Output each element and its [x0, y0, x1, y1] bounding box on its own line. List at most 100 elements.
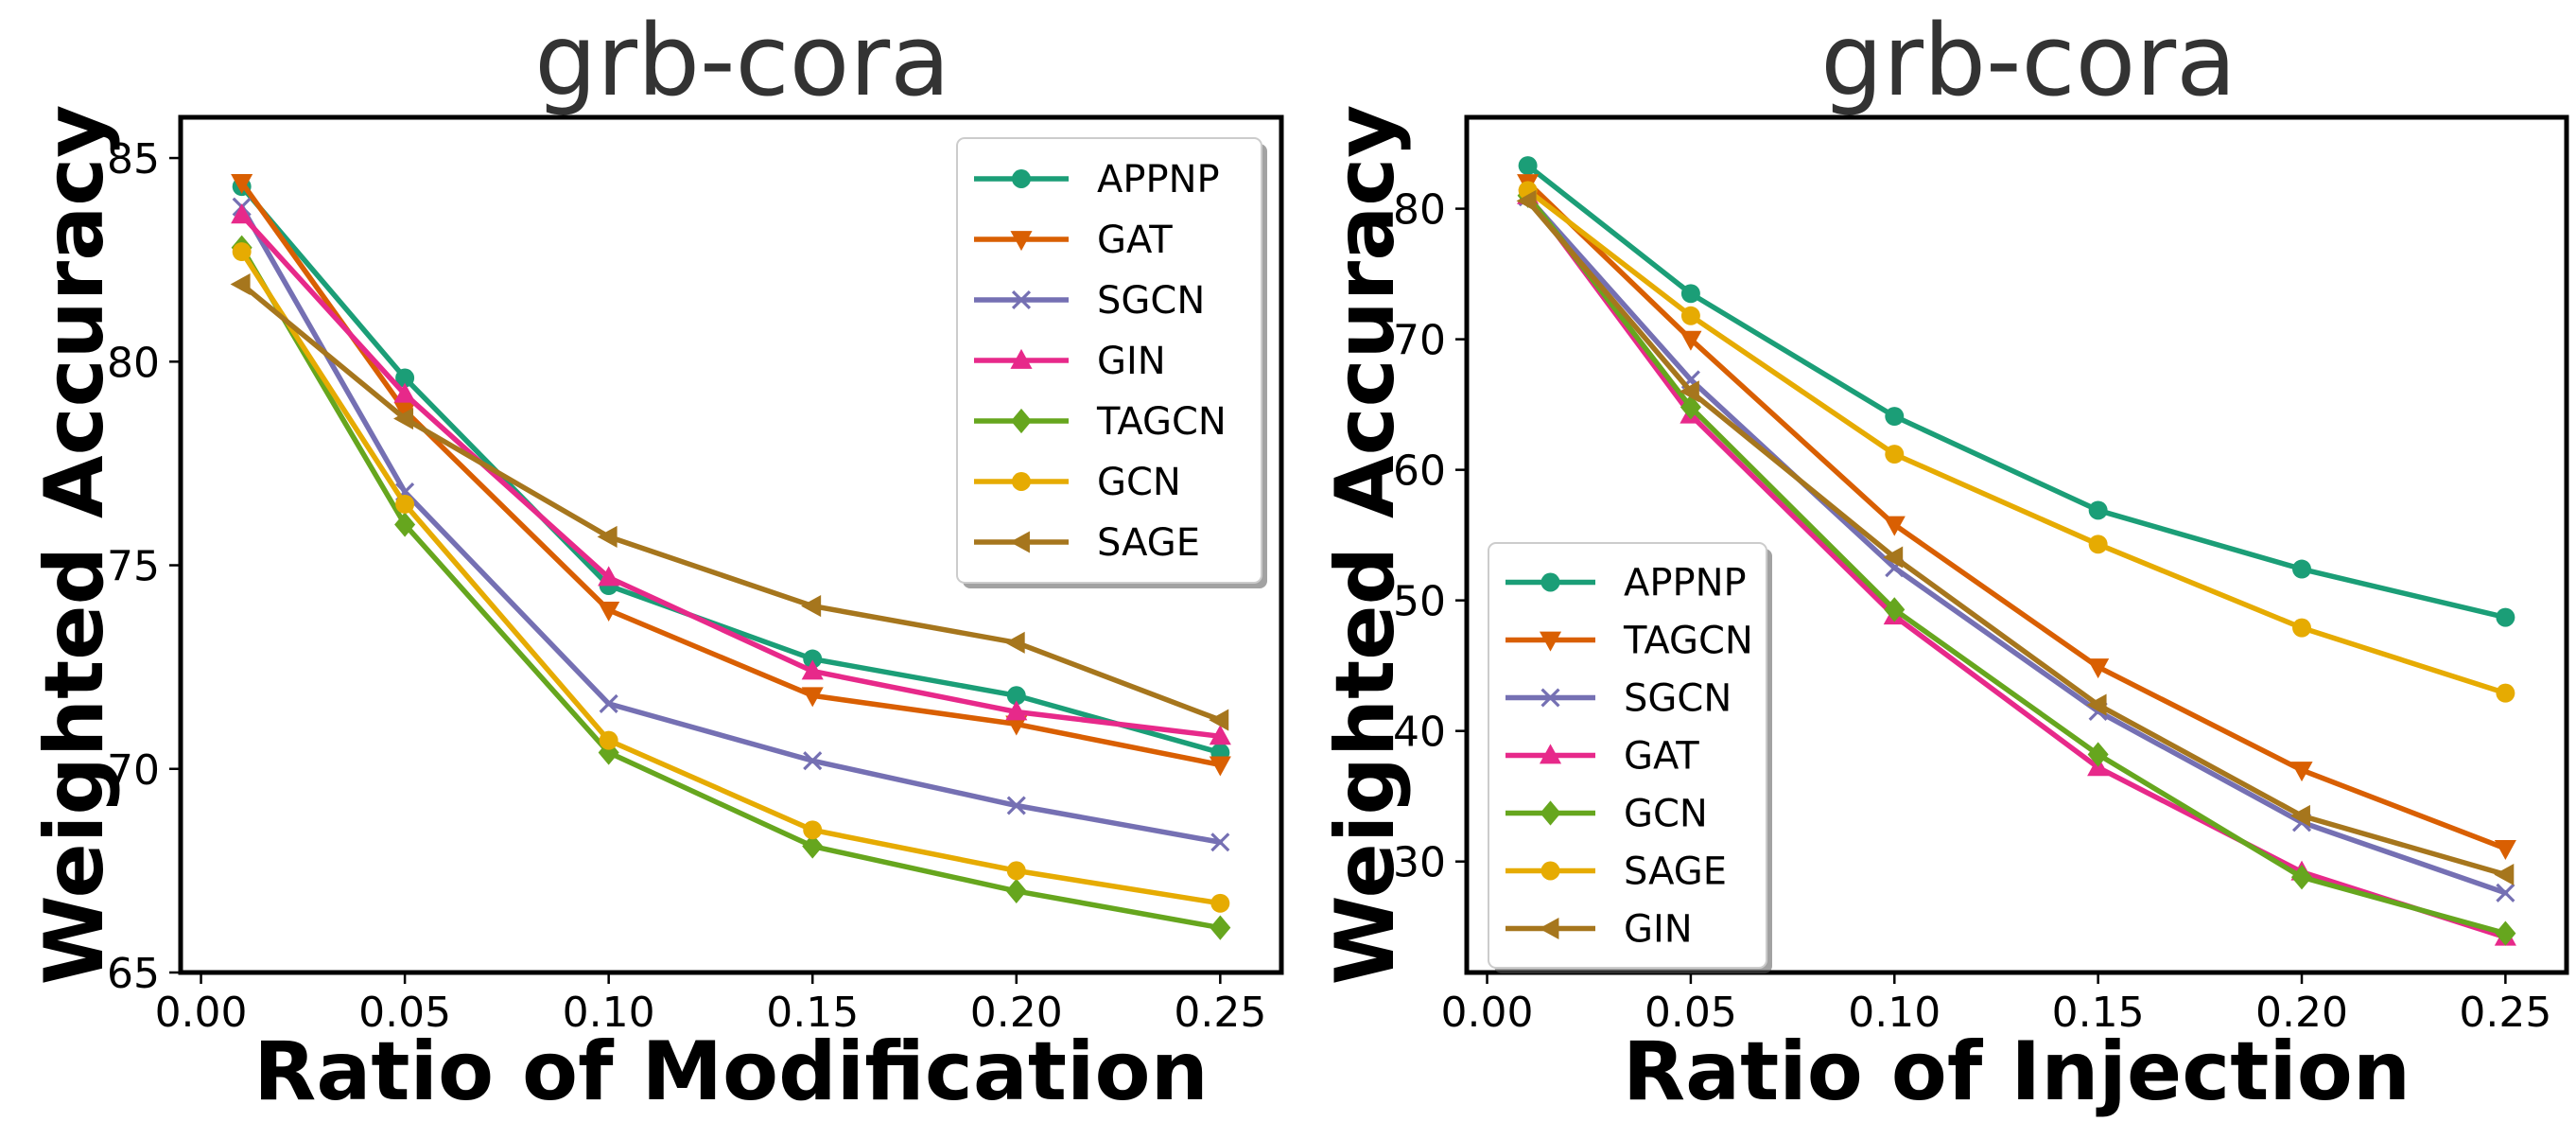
x-axis-label: Ratio of Modification [253, 1025, 1209, 1119]
data-point [802, 833, 824, 859]
legend: APPNP TAGCN SGCN GAT GCN SAGE GIN [1488, 542, 1772, 973]
x-tick-label: 0.20 [970, 989, 1063, 1037]
legend-marker [1539, 631, 1562, 652]
x-tick-label: 0.05 [1645, 989, 1737, 1037]
chart-title: grb-cora [534, 3, 950, 118]
legend-marker [1012, 472, 1031, 491]
data-point [803, 820, 823, 840]
legend-item-sgcn: SGCN [1506, 677, 1732, 721]
legend-item-appnp: APPNP [974, 158, 1220, 202]
series-line-sgcn [238, 203, 1224, 845]
data-point [1006, 686, 1026, 706]
legend-marker [1540, 800, 1561, 826]
data-point [2495, 920, 2516, 946]
data-point [1209, 756, 1231, 777]
data-point [803, 751, 823, 771]
data-point [2087, 658, 2110, 679]
legend-marker [1009, 531, 1030, 553]
x-tick-label: 0.25 [1174, 989, 1266, 1037]
series-sgcn [232, 197, 1230, 852]
data-point [1883, 546, 1904, 569]
data-point [2496, 883, 2515, 902]
y-tick-label: 65 [107, 950, 160, 998]
x-tick-label: 0.15 [766, 989, 859, 1037]
series-line-gat [238, 180, 1224, 768]
series-line-appnp [1524, 163, 2509, 621]
series-line-gin [238, 212, 1224, 740]
chart-title: grb-cora [1820, 3, 2237, 118]
data-point [231, 173, 253, 194]
legend-label: TAGCN [1096, 400, 1227, 444]
legend-item-gin: GIN [1506, 908, 1693, 952]
data-point [393, 402, 416, 423]
data-point [2088, 534, 2108, 554]
data-point [1004, 631, 1025, 654]
x-tick-label: 0.05 [358, 989, 451, 1037]
data-point [1005, 700, 1028, 721]
legend-item-tagcn: TAGCN [1506, 620, 1753, 663]
data-point [2496, 607, 2515, 627]
x-tick-label: 0.10 [563, 989, 655, 1037]
data-point [801, 659, 824, 680]
data-point [1884, 597, 1906, 622]
data-point [2290, 762, 2313, 782]
data-point [1209, 709, 1229, 731]
legend-marker [1539, 744, 1562, 764]
data-point [1885, 407, 1905, 427]
y-tick-label: 85 [107, 135, 160, 184]
legend-label: APPNP [1097, 158, 1220, 202]
data-point [2496, 683, 2515, 703]
y-tick-label: 40 [1393, 709, 1446, 757]
data-point [1006, 796, 1026, 815]
y-axis-label: Weighted Accuracy [1318, 105, 1413, 986]
legend-item-sgcn: SGCN [974, 279, 1205, 323]
legend-marker [1540, 688, 1560, 708]
series-line-gat [1524, 193, 2509, 940]
legend-label: SGCN [1624, 677, 1732, 721]
series-appnp [1518, 156, 2515, 627]
data-point [231, 203, 253, 224]
data-point [1005, 878, 1027, 904]
legend-marker [1010, 408, 1033, 434]
legend-marker [1539, 917, 1559, 940]
legend-item-tagcn: TAGCN [974, 400, 1227, 444]
legend-marker [1010, 231, 1033, 252]
data-point [232, 242, 252, 262]
data-point [2289, 804, 2310, 827]
data-point [1210, 915, 1231, 940]
y-tick-label: 70 [1393, 317, 1446, 365]
legend-marker [1012, 169, 1031, 188]
legend-label: GIN [1624, 908, 1693, 952]
legend-box [1488, 542, 1767, 969]
legend-item-gcn: GCN [1506, 793, 1708, 836]
series-gat [231, 173, 1231, 777]
x-axis-label: Ratio of Injection [1623, 1025, 2411, 1119]
data-point [393, 382, 416, 403]
plot-frame [178, 114, 1284, 975]
y-tick-label: 70 [107, 746, 160, 795]
legend-label: GIN [1097, 340, 1166, 383]
x-tick-label: 0.00 [155, 989, 248, 1037]
data-point [2086, 693, 2107, 716]
data-point [395, 494, 415, 514]
y-tick-label: 50 [1393, 578, 1446, 626]
y-tick-label: 80 [1393, 186, 1446, 235]
data-point [598, 566, 620, 587]
series-line-gcn [1524, 193, 2509, 937]
data-point [2087, 742, 2109, 767]
legend-item-gcn: GCN [974, 461, 1181, 504]
data-point [801, 687, 824, 708]
y-axis-label: Weighted Accuracy [27, 105, 122, 986]
data-point [803, 649, 823, 669]
legend-label: SAGE [1624, 850, 1727, 894]
x-tick-label: 0.15 [2052, 989, 2145, 1037]
data-point [2292, 559, 2311, 579]
data-point [1516, 189, 1537, 212]
series-line-sage [238, 281, 1224, 723]
x-tick-label: 0.25 [2459, 989, 2551, 1037]
y-tick-label: 30 [1393, 839, 1446, 887]
series-line-sage [1524, 187, 2509, 696]
legend: APPNP GAT SGCN GIN TAGCN GCN SAGE [956, 137, 1267, 588]
series-gin [1516, 189, 2515, 886]
